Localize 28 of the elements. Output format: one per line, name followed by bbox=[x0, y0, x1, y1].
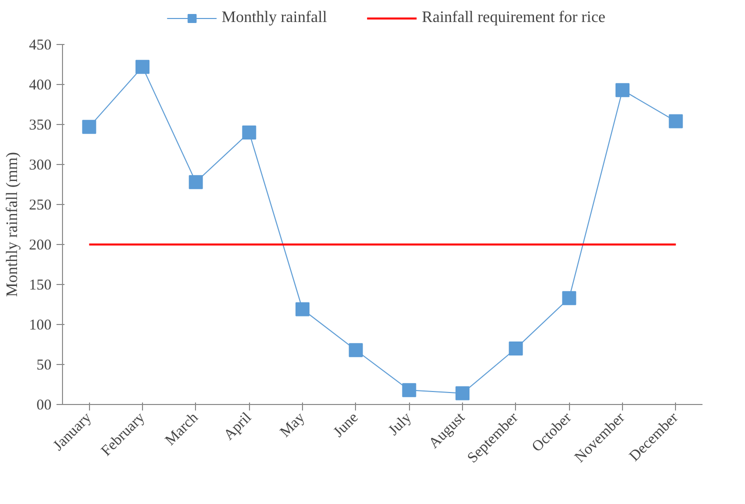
point bbox=[562, 291, 576, 306]
y-tick-label: 450 bbox=[29, 38, 52, 54]
x-tick-label: June bbox=[330, 410, 362, 441]
point bbox=[82, 120, 96, 134]
point bbox=[616, 83, 630, 98]
point bbox=[136, 60, 150, 74]
point bbox=[348, 343, 363, 358]
y-tick-label: 300 bbox=[29, 158, 52, 174]
y-tick-label: 250 bbox=[29, 198, 52, 214]
y-tick-label: 200 bbox=[29, 238, 52, 254]
point bbox=[242, 126, 256, 140]
point bbox=[456, 386, 470, 400]
y-tick-label: 50 bbox=[36, 358, 52, 374]
point bbox=[508, 342, 523, 356]
legend-label: Monthly rainfall bbox=[222, 9, 327, 27]
point bbox=[188, 175, 203, 190]
y-tick-label: 100 bbox=[29, 318, 52, 334]
y-tick-label: 350 bbox=[29, 118, 52, 134]
y-tick-label: 400 bbox=[29, 78, 52, 94]
y-axis-title: Monthly rainfall (mm) bbox=[4, 152, 21, 297]
point bbox=[402, 383, 416, 398]
legend-label: Rainfall requirement for rice bbox=[422, 9, 606, 27]
point bbox=[296, 302, 310, 316]
point bbox=[668, 114, 683, 128]
y-tick-label: 150 bbox=[29, 278, 52, 294]
x-tick-label: May bbox=[277, 409, 309, 441]
y-tick-label: 00 bbox=[36, 398, 52, 414]
x-tick-label: July bbox=[386, 409, 416, 439]
